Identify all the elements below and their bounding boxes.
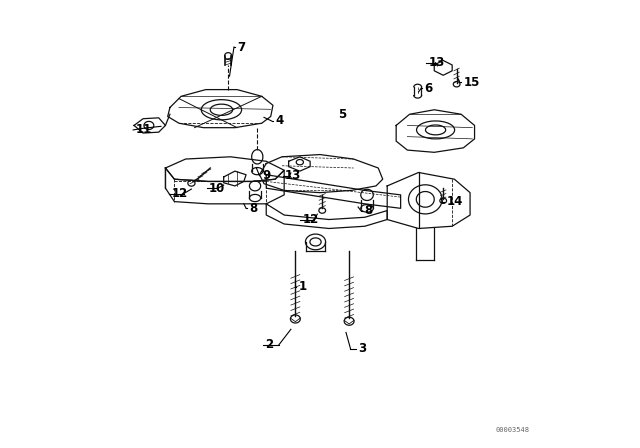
Text: 12: 12: [172, 187, 188, 200]
Text: 8: 8: [249, 202, 257, 215]
Text: 11: 11: [136, 123, 152, 137]
Text: 10: 10: [209, 181, 225, 195]
Text: 13: 13: [285, 169, 301, 182]
Text: 13: 13: [428, 56, 445, 69]
Text: 8: 8: [364, 204, 372, 217]
Text: 1: 1: [298, 280, 307, 293]
Text: 12: 12: [303, 213, 319, 226]
Text: 5: 5: [338, 108, 346, 121]
Text: 9: 9: [262, 169, 271, 182]
Text: 15: 15: [463, 76, 480, 89]
Text: 6: 6: [424, 82, 433, 95]
Text: 14: 14: [446, 195, 463, 208]
Text: 2: 2: [266, 338, 273, 352]
Text: 3: 3: [358, 342, 366, 355]
Text: 7: 7: [237, 40, 245, 54]
Text: 00003548: 00003548: [495, 427, 530, 433]
Text: 4: 4: [275, 114, 284, 128]
